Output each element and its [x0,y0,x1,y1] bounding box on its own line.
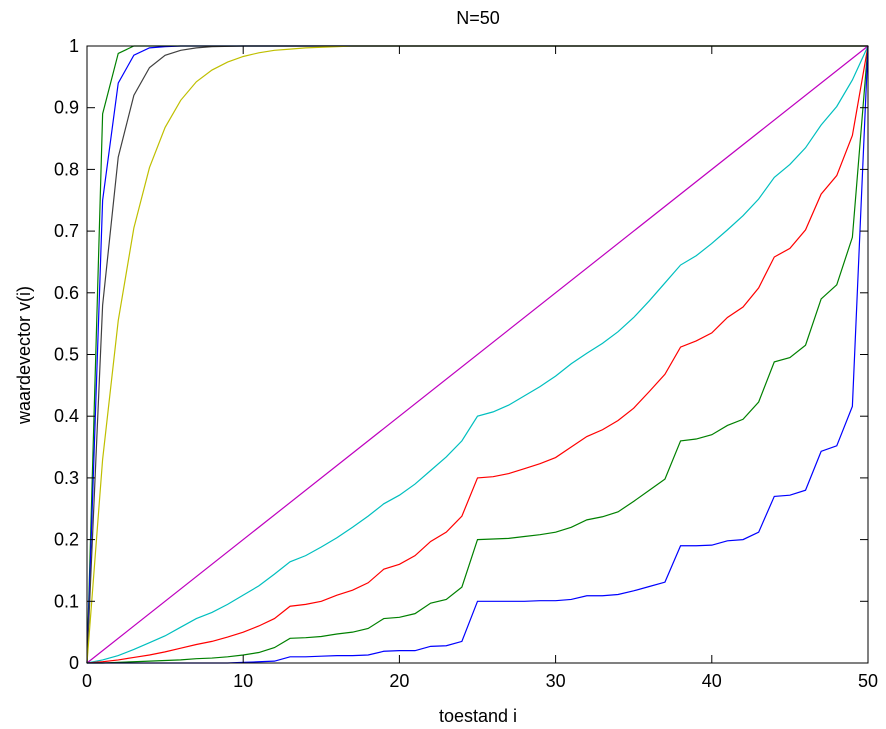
y-tick-label: 0.9 [54,98,79,118]
series-layer [86,45,869,664]
y-tick-label: 0.5 [54,345,79,365]
series-line-6 [86,45,869,664]
y-tick-label: 0.2 [54,530,79,550]
series-line-8 [87,45,869,664]
tick-layer: 0 10 20 30 40 50 0 0.1 0.2 0.3 0.4 0.5 0.6 0.7 0.8 0.9 1 [54,36,878,691]
chart-title: N=50 [456,8,500,28]
series-line-7 [86,45,869,664]
x-tick-label: 50 [858,671,878,691]
y-tick-label: 0.7 [54,221,79,241]
x-tick-label: 10 [233,671,253,691]
y-tick-label: 0.4 [54,406,79,426]
x-axis-label: toestand i [439,706,517,726]
series-line-5 [86,45,869,664]
x-tick-label: 30 [546,671,566,691]
y-tick-label: 1 [69,36,79,56]
y-tick-label: 0.6 [54,283,79,303]
y-tick-label: 0.1 [54,591,79,611]
x-tick-label: 0 [82,671,92,691]
y-axis-label: waardevector v(i) [14,286,34,425]
y-tick-label: 0.3 [54,468,79,488]
x-tick-label: 40 [702,671,722,691]
x-tick-label: 20 [389,671,409,691]
y-tick-label: 0.8 [54,159,79,179]
y-tick-label: 0 [69,653,79,673]
